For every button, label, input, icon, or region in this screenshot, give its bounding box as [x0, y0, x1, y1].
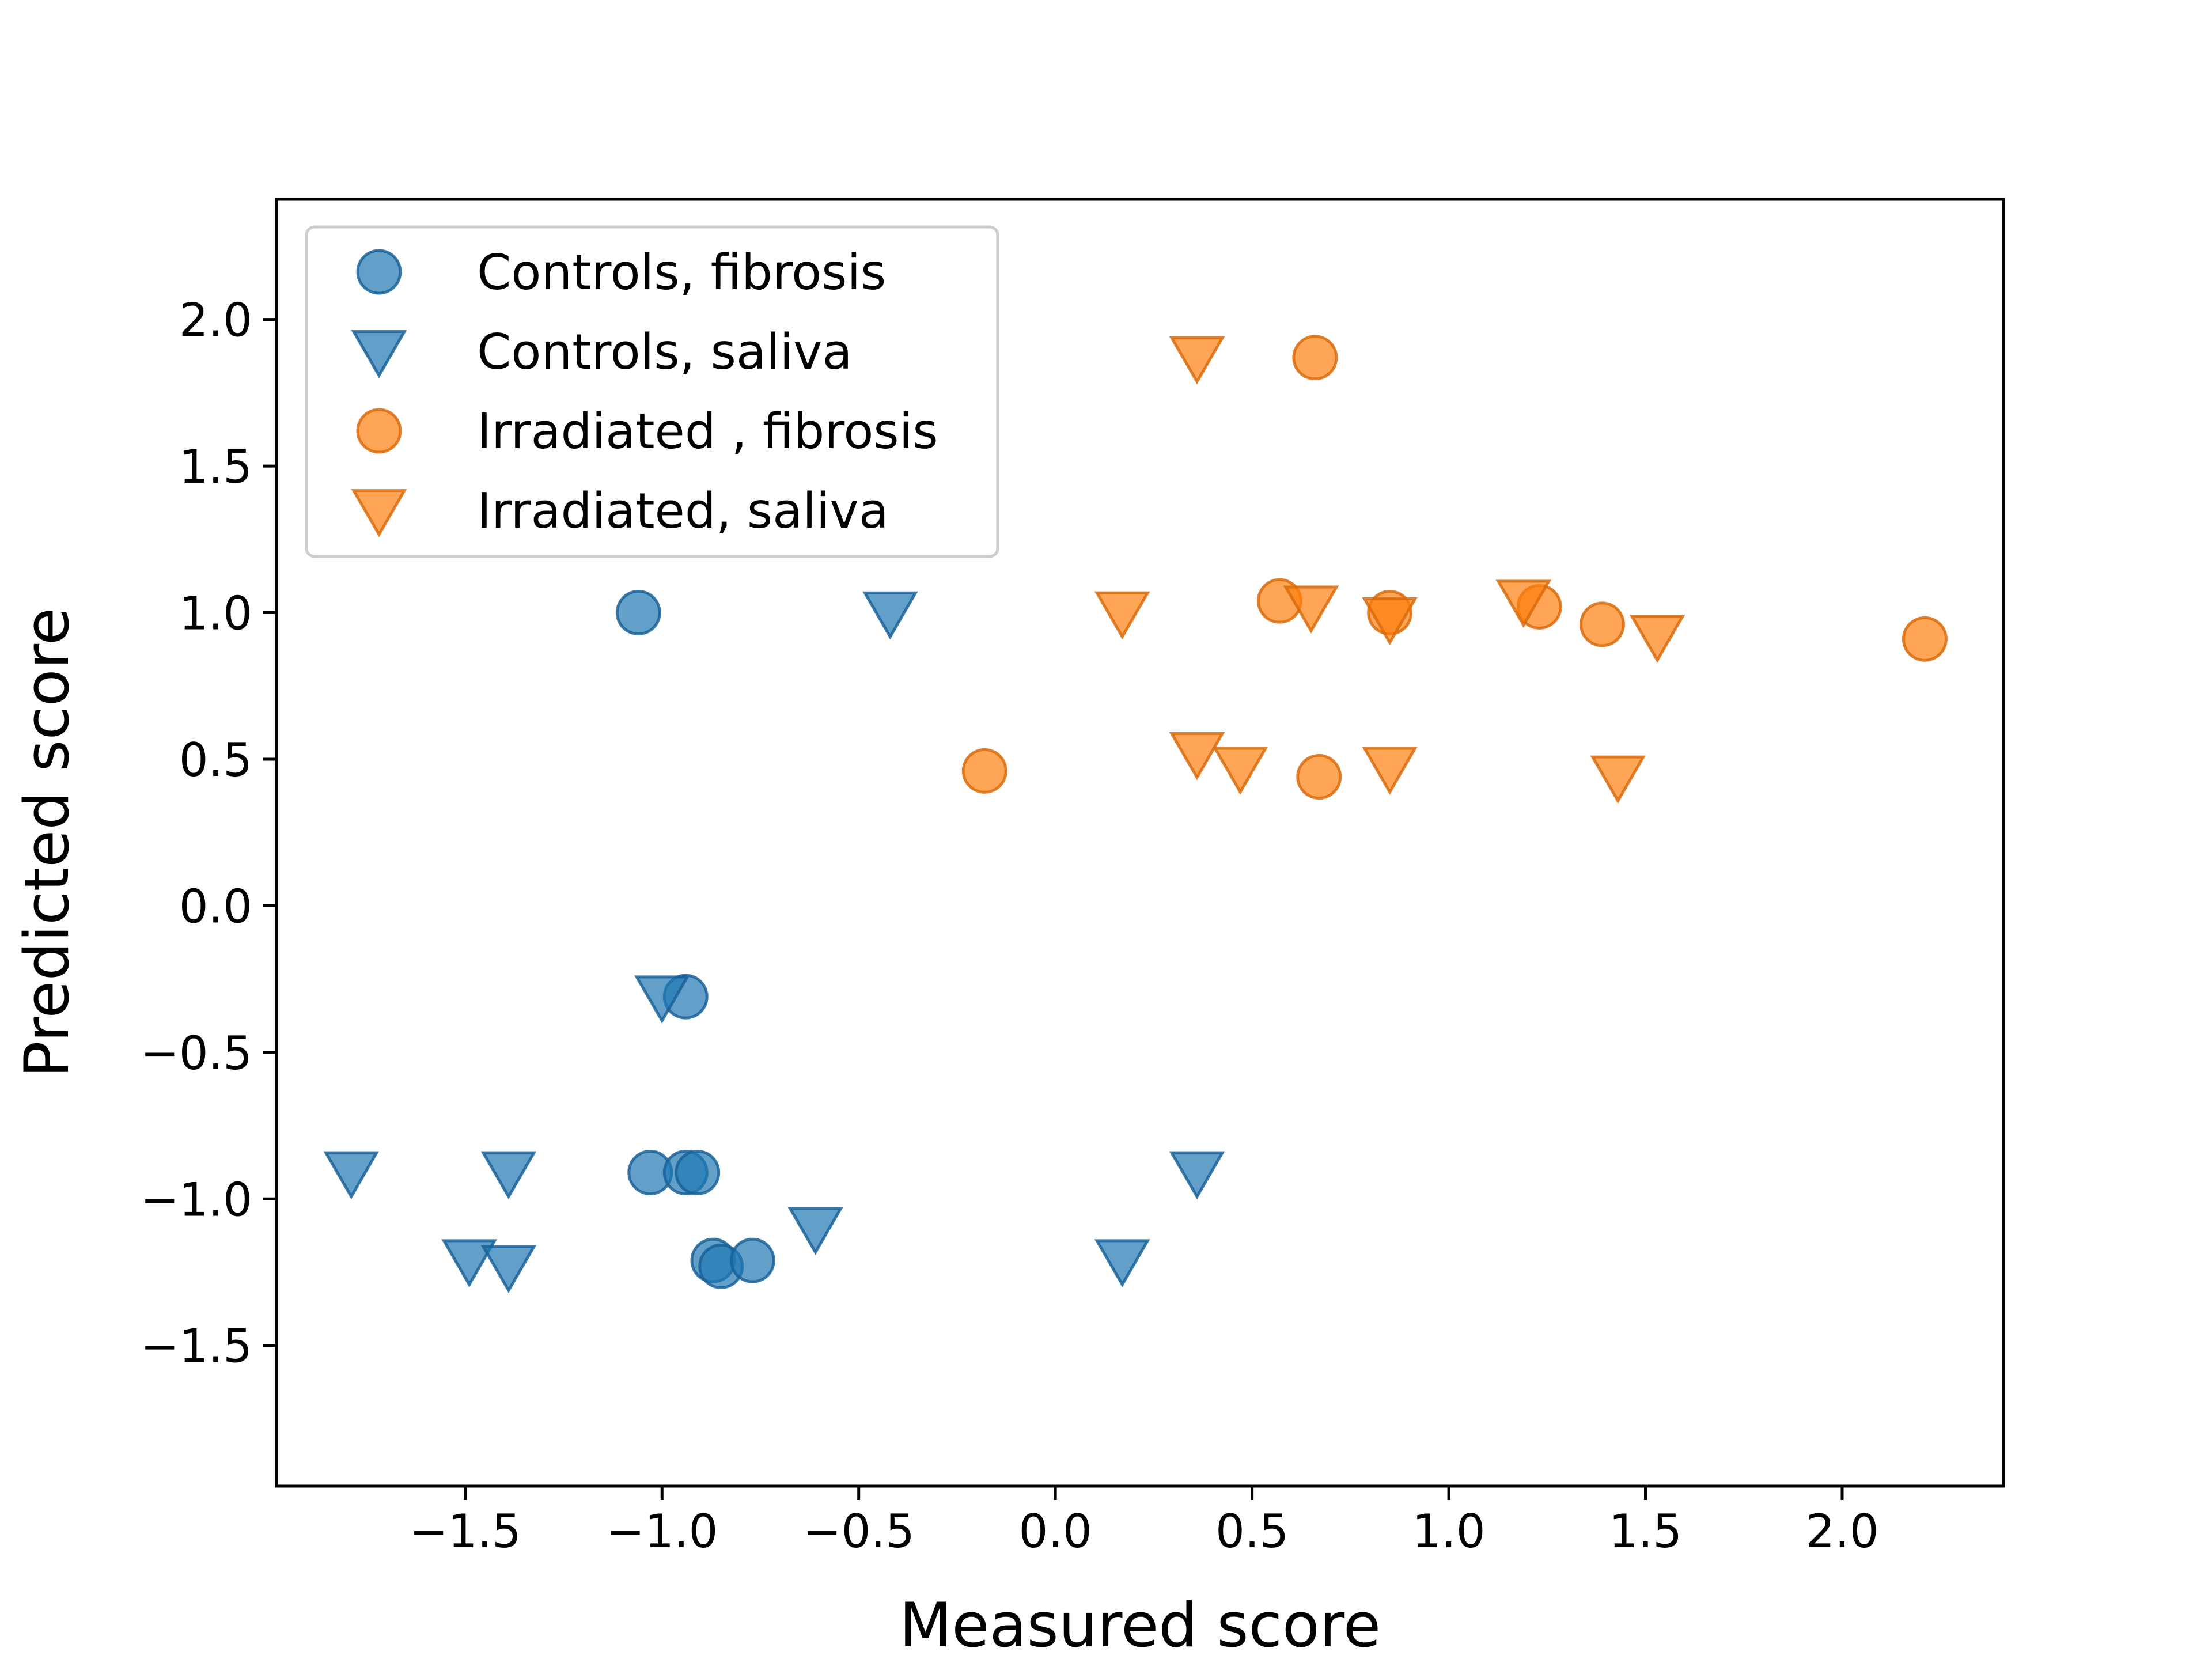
- data-point: [1296, 754, 1342, 800]
- data-point: [862, 591, 918, 640]
- data-point: [1169, 1151, 1225, 1200]
- legend-label: Irradiated, saliva: [477, 483, 889, 540]
- y-tick-label: −1.0: [141, 1173, 252, 1226]
- legend: Controls, fibrosis Controls, saliva Irradi…: [305, 225, 999, 558]
- data-point: [1579, 601, 1625, 647]
- y-tick-label: 1.0: [179, 587, 252, 641]
- x-tick-label: 1.5: [1609, 1505, 1682, 1558]
- y-tick-label: 0.5: [179, 733, 252, 787]
- legend-box: [305, 225, 999, 558]
- x-axis-label: Measured score: [899, 1590, 1381, 1659]
- data-point: [1169, 336, 1225, 385]
- x-tick-label: 0.0: [1019, 1505, 1092, 1558]
- data-point: [1629, 615, 1685, 664]
- data-points: [323, 335, 1948, 1294]
- legend-marker: [351, 489, 407, 537]
- data-point: [1094, 591, 1150, 640]
- x-tick-label: −1.5: [410, 1505, 521, 1558]
- data-point: [441, 1239, 497, 1287]
- legend-marker: [356, 408, 402, 454]
- data-point: [1362, 597, 1418, 646]
- data-point: [729, 1237, 775, 1283]
- data-point: [615, 590, 661, 636]
- data-point: [480, 1151, 537, 1200]
- x-tick-label: 0.5: [1215, 1505, 1289, 1558]
- legend-marker: [351, 330, 407, 378]
- y-axis-label: Predicted score: [12, 608, 82, 1078]
- y-tick-label: −1.5: [141, 1320, 252, 1373]
- data-point: [323, 1151, 380, 1200]
- legend-marker: [356, 249, 402, 295]
- data-point: [1094, 1239, 1150, 1287]
- y-tick-label: 0.0: [179, 880, 252, 933]
- data-point: [1292, 335, 1338, 381]
- data-point: [1902, 616, 1948, 662]
- data-point: [1495, 579, 1552, 628]
- data-point: [1362, 747, 1418, 796]
- x-axis: −1.5 −1.0 −0.5 0.0 0.5 1.0 1.5 2.0: [410, 1486, 1879, 1558]
- data-point: [1283, 585, 1339, 634]
- y-tick-label: −0.5: [141, 1027, 252, 1080]
- x-tick-label: −1.0: [606, 1505, 718, 1558]
- y-tick-label: 1.5: [179, 440, 252, 494]
- x-tick-label: 1.0: [1412, 1505, 1485, 1558]
- data-point: [1212, 747, 1268, 796]
- data-point: [787, 1207, 843, 1255]
- legend-label: Irradiated , fibrosis: [477, 403, 938, 460]
- x-tick-label: 2.0: [1805, 1505, 1878, 1558]
- x-tick-label: −0.5: [803, 1505, 915, 1558]
- data-point: [961, 748, 1007, 794]
- data-point: [675, 1149, 721, 1195]
- data-point: [1590, 755, 1646, 804]
- data-point: [480, 1245, 537, 1294]
- y-tick-label: 2.0: [179, 294, 252, 347]
- y-axis: −1.5 −1.0 −0.5 0.0 0.5 1.0 1.5 2.0: [141, 294, 276, 1373]
- data-point: [1169, 732, 1225, 781]
- plot-frame: [275, 198, 2005, 1488]
- legend-label: Controls, fibrosis: [477, 244, 886, 301]
- data-point: [634, 975, 690, 1024]
- legend-label: Controls, saliva: [477, 324, 853, 381]
